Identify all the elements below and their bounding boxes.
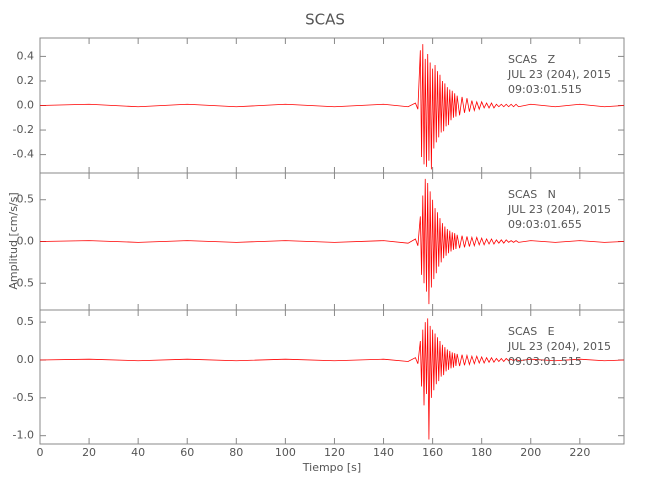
x-axis-label: Tiempo [s] bbox=[302, 461, 361, 474]
y-tick-label: 0.0 bbox=[17, 235, 35, 248]
y-tick-label: 0.2 bbox=[17, 74, 35, 87]
y-tick-label: 0.5 bbox=[17, 193, 35, 206]
x-tick-label: 120 bbox=[324, 446, 345, 459]
y-tick-label: -0.2 bbox=[13, 123, 34, 136]
y-tick-label: -1.0 bbox=[13, 429, 34, 442]
x-tick-label: 180 bbox=[471, 446, 492, 459]
y-tick-label: -0.5 bbox=[13, 276, 34, 289]
x-tick-label: 20 bbox=[82, 446, 96, 459]
annotation: SCAS N bbox=[508, 188, 556, 201]
annotation: JUL 23 (204), 2015 bbox=[507, 203, 611, 216]
waveform bbox=[39, 318, 625, 440]
y-tick-label: -0.4 bbox=[13, 148, 34, 161]
annotation: 09:03:01.515 bbox=[508, 83, 582, 96]
x-tick-label: 60 bbox=[180, 446, 194, 459]
annotation: 09:03:01.655 bbox=[508, 218, 582, 231]
x-tick-label: 40 bbox=[131, 446, 145, 459]
x-tick-label: 100 bbox=[275, 446, 296, 459]
y-tick-label: -0.5 bbox=[13, 391, 34, 404]
annotation: SCAS E bbox=[508, 325, 555, 338]
annotation: JUL 23 (204), 2015 bbox=[507, 340, 611, 353]
chart-title: SCAS bbox=[305, 11, 345, 29]
waveform bbox=[39, 44, 625, 170]
x-tick-label: 0 bbox=[37, 446, 44, 459]
y-tick-label: 0.4 bbox=[17, 49, 35, 62]
waveform bbox=[39, 178, 625, 305]
annotation: JUL 23 (204), 2015 bbox=[507, 68, 611, 81]
x-tick-label: 220 bbox=[569, 446, 590, 459]
y-tick-label: 0.5 bbox=[17, 315, 35, 328]
x-tick-label: 140 bbox=[373, 446, 394, 459]
y-axis-label: Amplitud [cm/s/s] bbox=[7, 192, 20, 289]
annotation: SCAS Z bbox=[508, 53, 556, 66]
x-tick-label: 80 bbox=[229, 446, 243, 459]
panel-frame bbox=[39, 309, 625, 445]
x-tick-label: 160 bbox=[422, 446, 443, 459]
x-tick-label: 200 bbox=[520, 446, 541, 459]
y-tick-label: 0.0 bbox=[17, 353, 35, 366]
annotation: 09:03:01.515 bbox=[508, 355, 582, 368]
y-tick-label: 0.0 bbox=[17, 99, 35, 112]
